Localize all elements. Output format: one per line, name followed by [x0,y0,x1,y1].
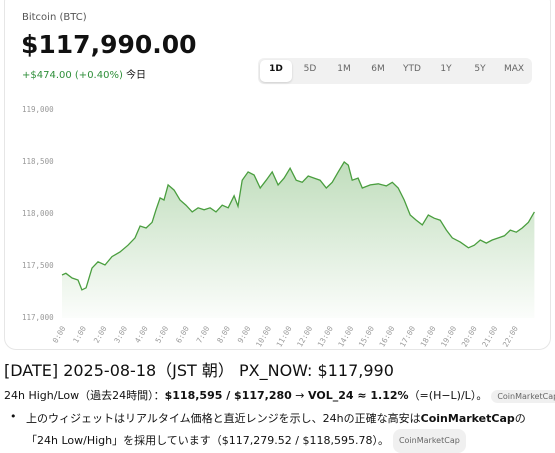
y-tick-label: 118,000 [22,209,54,218]
x-tick-label: 12:00 [295,324,314,348]
range-selector: 1D 5D 1M 6M YTD 1Y 5Y MAX [258,58,532,84]
y-tick-label: 118,500 [22,157,54,166]
x-tick-label: 1:00 [71,324,88,345]
y-tick-label: 117,000 [22,313,54,322]
range-button[interactable]: 1D [260,60,292,82]
bullet: 上のウィジェットはリアルタイム価格と直近レンジを示し、24hの正確な高安はCoi… [26,409,548,453]
x-tick-label: 9:00 [236,324,253,345]
range-button[interactable]: MAX [503,64,525,74]
x-tick-label: 15:00 [357,324,376,348]
arrow: → [291,389,309,402]
bullet-dot: • [10,410,17,423]
bullet-bold: CoinMarketCap [420,412,515,425]
x-tick-label: 18:00 [419,324,438,348]
price-change: +$474.00 (+0.40%) [22,70,123,81]
change-row: +$474.00 (+0.40%) 今日 [22,66,146,81]
high-low: $118,595 / $117,280 [164,389,292,402]
range-button[interactable]: 5D [303,64,317,74]
x-tick-label: 11:00 [275,324,294,348]
x-tick-label: 5:00 [153,324,170,345]
volatility: VOL_24 ≈ 1.12% [308,389,409,402]
bullet-text: 上のウィジェットはリアルタイム価格と直近レンジを示し、24hの正確な高安は [26,412,421,425]
bullet-text: の「24h Low/High」を採用しています（$117,279.52 / $1… [26,412,526,447]
x-tick-label: 10:00 [254,324,273,348]
formula: （=(H−L)/L）。 [408,389,488,402]
summary: 24h High/Low（過去24時間）：$118,595 / $117,280… [4,387,555,403]
area [62,162,535,318]
price-line [61,161,535,291]
x-tick-label: 13:00 [316,324,335,348]
price-widget [4,0,551,350]
range-button[interactable]: 1Y [440,64,452,74]
x-tick-label: 14:00 [336,324,355,348]
x-tick-label: 17:00 [398,324,417,348]
heading: [DATE] 2025-08-18（JST 朝） PX_NOW: $117,99… [4,361,394,380]
range-button[interactable]: 5Y [474,64,486,74]
x-tick-label: 4:00 [133,324,150,345]
y-tick-label: 117,500 [22,261,54,270]
source-chip[interactable]: CoinMarketCap [491,389,555,403]
x-tick-label: 21:00 [480,324,499,348]
y-tick-label: 119,000 [22,105,54,114]
x-tick-label: 19:00 [439,324,458,348]
x-tick-label: 3:00 [112,324,129,345]
period: 今日 [126,70,147,81]
source-chip[interactable]: CoinMarketCap [392,429,466,453]
x-tick-label: 6:00 [174,324,191,345]
x-tick-label: 16:00 [377,324,396,348]
x-tick-label: 8:00 [215,324,232,345]
summary-label: 24h High/Low（過去24時間）： [4,389,165,402]
price: $117,990.00 [21,30,197,59]
range-button[interactable]: 6M [371,64,385,74]
x-tick-label: 20:00 [460,324,479,348]
asset-name: Bitcoin (BTC) [22,12,87,23]
range-button[interactable]: 1M [337,64,351,74]
x-tick-label: 2:00 [92,324,109,345]
x-tick-label: 22:00 [501,324,520,348]
x-tick-label: 7:00 [195,324,212,345]
x-tick-label: 0:00 [51,324,68,345]
range-button[interactable]: YTD [403,64,421,74]
